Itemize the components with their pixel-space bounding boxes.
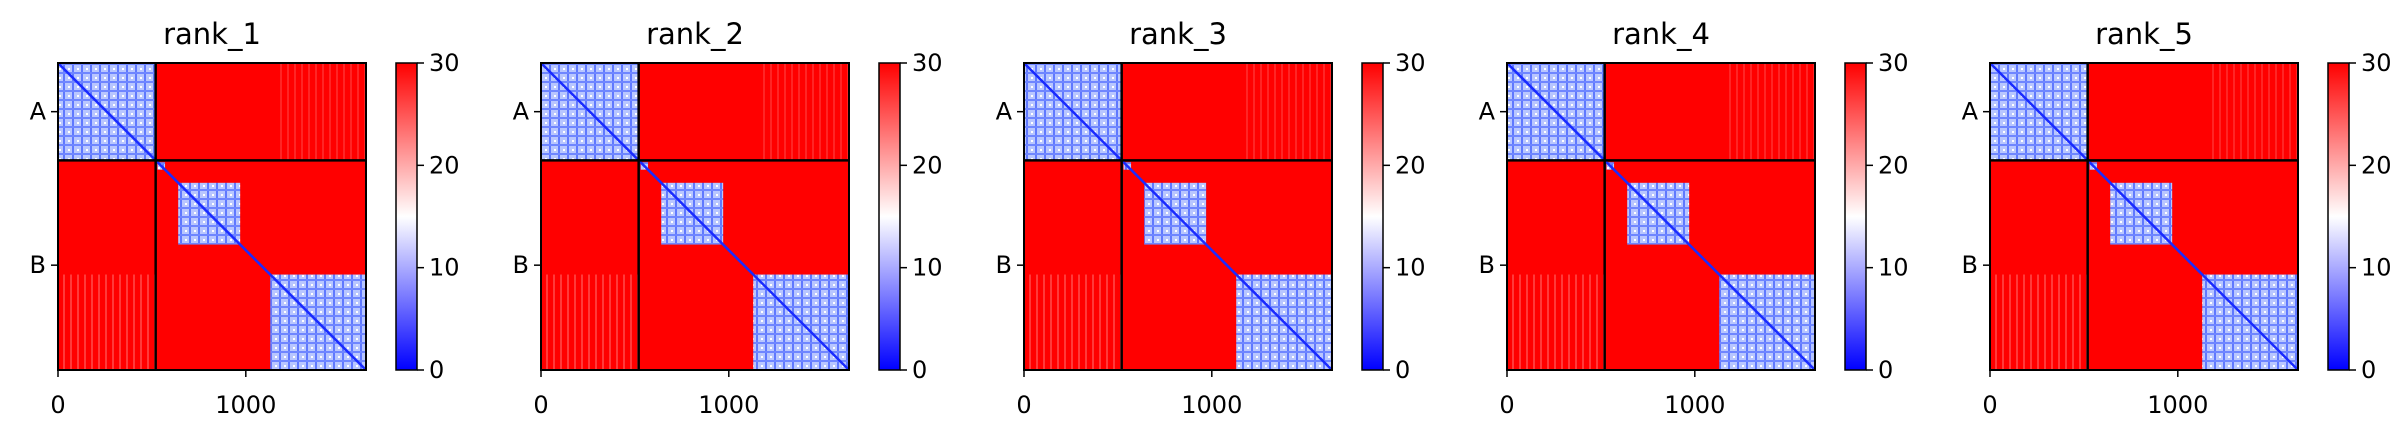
colorbar-frame [395, 62, 418, 371]
x-tick-label: 0 [1499, 391, 1514, 419]
chain-label: B [1479, 251, 1495, 279]
pae-panel-1: rank_1 0 1000 A B 0 10 20 30 [30, 17, 460, 419]
axes-frame [1989, 62, 2299, 371]
diagonal-line [57, 62, 367, 371]
axes-frame [540, 62, 850, 371]
pae-panel-5: rank_5 0 1000 A B 0 10 20 30 [1962, 17, 2392, 419]
x-tick-label: 1000 [698, 391, 759, 419]
axes-frame [1023, 62, 1333, 371]
diagonal-line [1989, 62, 2299, 371]
chain-label: A [996, 98, 1013, 126]
panel-title: rank_5 [2095, 17, 2193, 51]
chain-label: B [996, 251, 1012, 279]
colorbar-frame [2327, 62, 2350, 371]
colorbar-tick-label: 20 [1878, 151, 1909, 179]
colorbar-tick-label: 10 [1395, 254, 1426, 282]
interchain-texture [541, 274, 639, 370]
colorbar-tick-label: 20 [2361, 151, 2392, 179]
x-tick-label: 1000 [1664, 391, 1725, 419]
colorbar-tick-label: 0 [1878, 356, 1893, 384]
pae-panel-4: rank_4 0 1000 A B 0 10 20 30 [1479, 17, 1909, 419]
colorbar-tick-label: 30 [429, 49, 460, 77]
x-tick-label: 0 [1016, 391, 1031, 419]
axes-frame [1506, 62, 1816, 371]
chain-label: A [513, 98, 530, 126]
colorbar-tick-label: 20 [429, 151, 460, 179]
interchain-texture [279, 63, 366, 161]
interchain-texture [1990, 274, 2088, 370]
chain-label: A [1479, 98, 1496, 126]
colorbar [2328, 63, 2349, 370]
interchain-texture [1728, 63, 1815, 161]
colorbar-tick-label: 10 [1878, 254, 1909, 282]
axes-frame [57, 62, 367, 371]
colorbar-tick-label: 10 [429, 254, 460, 282]
colorbar-frame [878, 62, 901, 371]
chain-label: A [30, 98, 47, 126]
colorbar [879, 63, 900, 370]
colorbar-tick-label: 10 [2361, 254, 2392, 282]
colorbar [1362, 63, 1383, 370]
panel-title: rank_2 [646, 17, 744, 51]
chain-label: A [1962, 98, 1979, 126]
colorbar-tick-label: 30 [912, 49, 943, 77]
diagonal-line [540, 62, 850, 371]
colorbar-tick-label: 20 [912, 151, 943, 179]
chain-label: B [30, 251, 46, 279]
interchain-texture [1024, 274, 1122, 370]
colorbar [1845, 63, 1866, 370]
interchain-texture [1507, 274, 1605, 370]
colorbar-frame [1844, 62, 1867, 371]
colorbar-tick-label: 20 [1395, 151, 1426, 179]
panel-title: rank_3 [1129, 17, 1227, 51]
panel-title: rank_1 [163, 17, 261, 51]
x-tick-label: 1000 [1181, 391, 1242, 419]
colorbar-tick-label: 0 [1395, 356, 1410, 384]
diagonal-line [1506, 62, 1816, 371]
colorbar [396, 63, 417, 370]
x-tick-label: 0 [533, 391, 548, 419]
colorbar-tick-label: 30 [1878, 49, 1909, 77]
x-tick-label: 0 [1982, 391, 1997, 419]
diagonal-line [1023, 62, 1333, 371]
panel-title: rank_4 [1612, 17, 1710, 51]
colorbar-tick-label: 30 [2361, 49, 2392, 77]
colorbar-tick-label: 0 [2361, 356, 2376, 384]
colorbar-tick-label: 10 [912, 254, 943, 282]
interchain-texture [1245, 63, 1332, 161]
colorbar-frame [1361, 62, 1384, 371]
interchain-texture [58, 274, 156, 370]
colorbar-tick-label: 30 [1395, 49, 1426, 77]
interchain-texture [2211, 63, 2298, 161]
x-tick-label: 1000 [215, 391, 276, 419]
chain-label: B [513, 251, 529, 279]
interchain-texture [762, 63, 849, 161]
chain-label: B [1962, 251, 1978, 279]
x-tick-label: 0 [50, 391, 65, 419]
colorbar-tick-label: 0 [429, 356, 444, 384]
pae-panel-2: rank_2 0 1000 A B 0 10 20 30 [513, 17, 943, 419]
colorbar-tick-label: 0 [912, 356, 927, 384]
x-tick-label: 1000 [2147, 391, 2208, 419]
pae-panel-3: rank_3 0 1000 A B 0 10 20 30 [996, 17, 1426, 419]
